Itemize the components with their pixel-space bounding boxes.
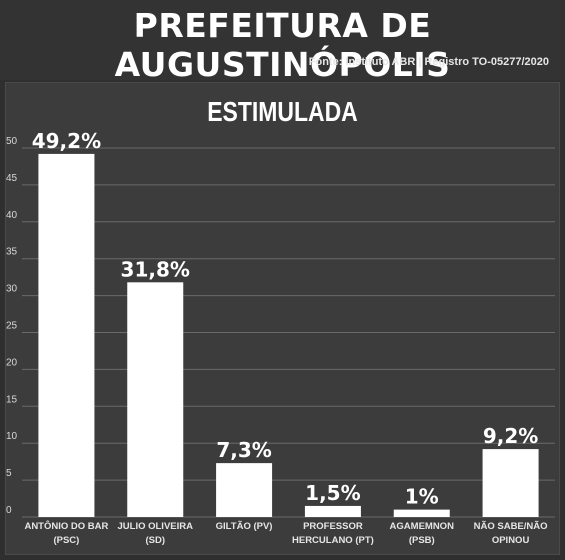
x-tick-label: (PSC) (53, 535, 79, 546)
x-tick-label: ANTÔNIO DO BAR (24, 520, 108, 532)
data-label: 49,2% (32, 129, 101, 153)
y-tick-label: 50 (6, 136, 18, 147)
x-tick-label: HERCULANO (PT) (292, 535, 374, 546)
source-note: Fonte: Instituto ABR | Registro TO-05277… (308, 56, 549, 68)
x-tick-label: PROFESSOR (303, 521, 363, 532)
x-tick-label: JULIO OLIVEIRA (118, 521, 194, 532)
y-tick-label: 20 (6, 357, 18, 368)
x-tick-label: GILTÃO (PV) (216, 521, 273, 532)
chart-title: ESTIMULADA (207, 96, 358, 127)
data-label: 31,8% (121, 257, 190, 281)
y-tick-label: 10 (6, 431, 18, 442)
y-tick-label: 25 (6, 321, 18, 332)
x-tick-label: (PSB) (409, 535, 435, 546)
y-tick-label: 0 (6, 505, 12, 516)
bar (393, 509, 450, 517)
y-tick-label: 45 (6, 173, 18, 184)
chart-panel (5, 82, 560, 555)
x-tick-label: OPINOU (492, 535, 530, 546)
data-label: 9,2% (483, 424, 538, 448)
header (0, 0, 565, 80)
data-label: 1,5% (305, 481, 360, 505)
y-tick-label: 5 (6, 468, 12, 479)
page-title: PREFEITURA DE AUGUSTINÓPOLIS (114, 6, 451, 84)
y-tick-label: 30 (6, 284, 18, 295)
bar (216, 463, 273, 517)
x-tick-label: AGAMEMNON (390, 521, 455, 532)
bar (38, 153, 95, 518)
bar (127, 282, 184, 517)
x-tick-label: NÃO SABE/NÃO (474, 521, 548, 532)
bar (482, 449, 539, 517)
x-tick-label: (SD) (145, 535, 165, 546)
y-tick-label: 35 (6, 247, 18, 258)
bar (304, 505, 361, 517)
y-tick-label: 40 (6, 210, 18, 221)
y-tick-label: 15 (6, 394, 18, 405)
data-label: 7,3% (216, 438, 271, 462)
data-label: 1% (405, 485, 439, 509)
